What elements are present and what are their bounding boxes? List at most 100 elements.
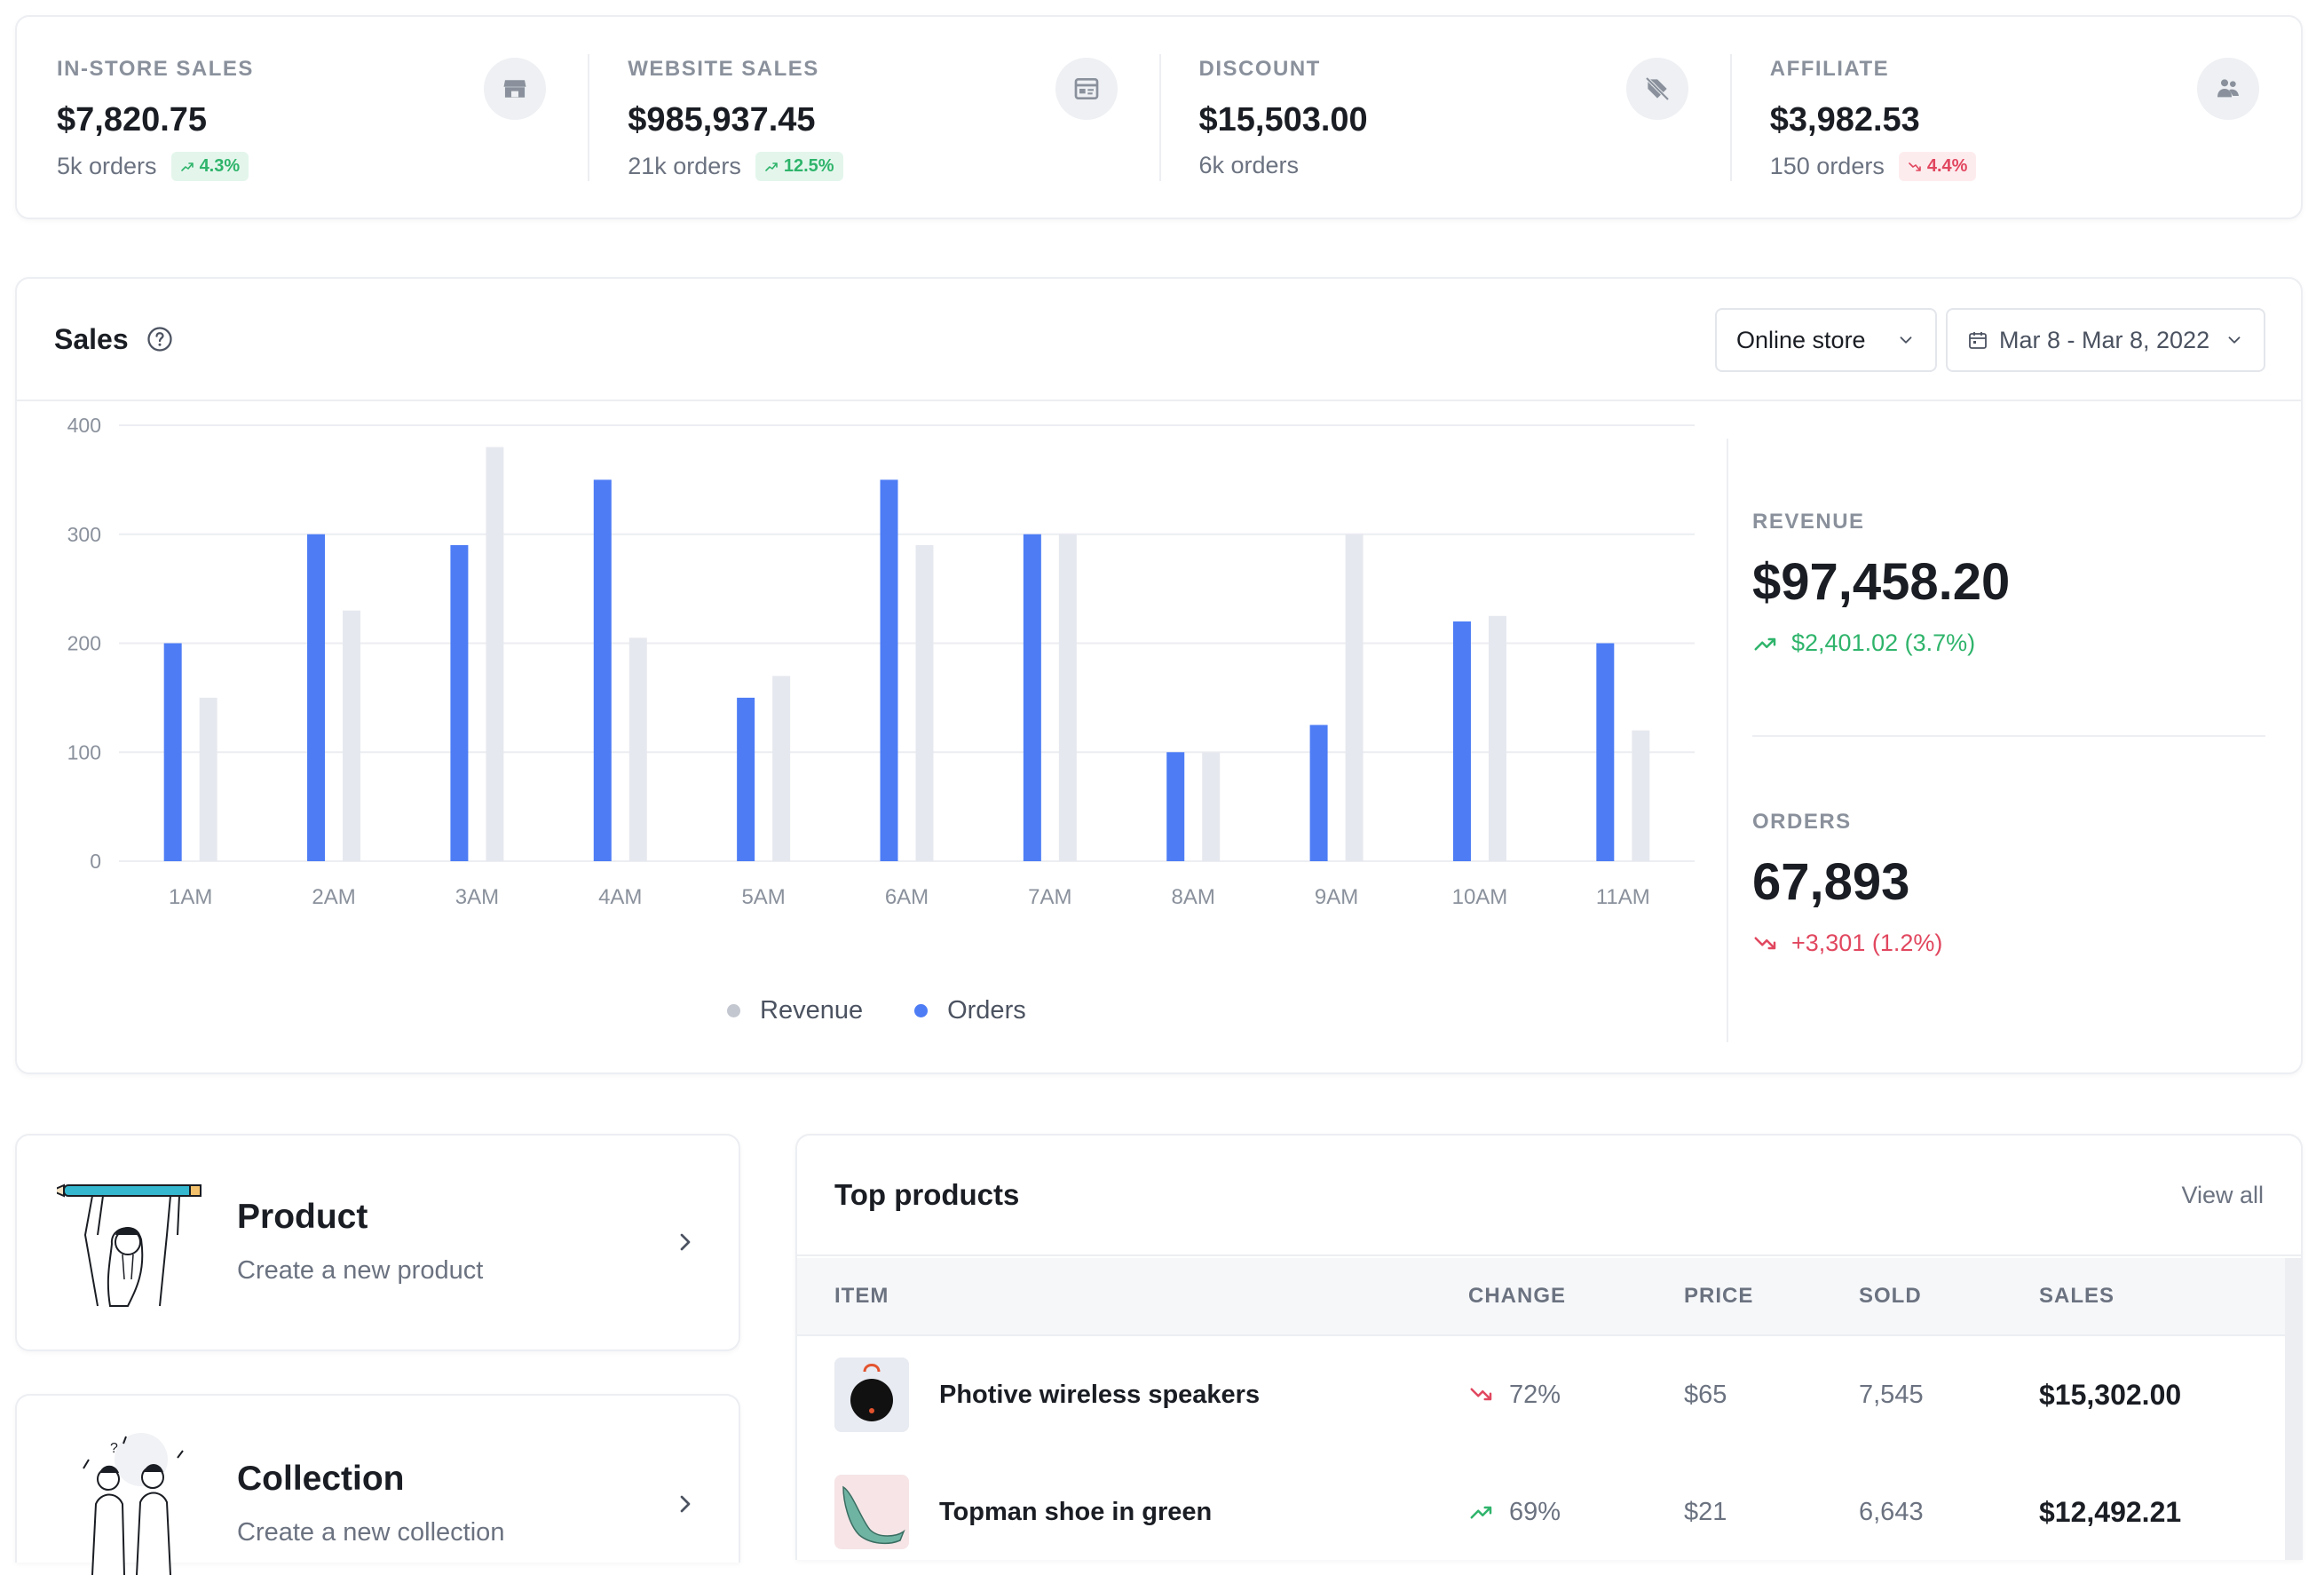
bar-orders xyxy=(880,479,898,861)
store-select-value: Online store xyxy=(1736,326,1866,353)
stat-value: $985,937.45 xyxy=(628,101,816,139)
stat-value: $7,820.75 xyxy=(57,101,208,139)
column-header-sold[interactable]: SOLD xyxy=(1859,1284,1922,1308)
trend-down-icon xyxy=(1909,162,1921,171)
action-subtitle: Create a new collection xyxy=(237,1518,505,1547)
action-subtitle: Create a new product xyxy=(237,1256,484,1285)
bar-revenue xyxy=(772,676,791,861)
top-products-title: Top products xyxy=(834,1178,1020,1211)
kpi-value: $97,458.20 xyxy=(1752,553,2011,611)
table-scrollbar[interactable] xyxy=(2285,1258,2301,1560)
y-tick-label: 200 xyxy=(67,632,101,655)
stat-in-store-sales: IN-STORE SALES $7,820.75 5k orders 4.3% xyxy=(17,17,588,218)
action-card-collection[interactable]: ? Collection Create a new collection xyxy=(15,1394,740,1575)
sales-title: Sales xyxy=(54,322,129,355)
trend-down-icon xyxy=(1754,937,1776,949)
stat-value: $3,982.53 xyxy=(1769,101,1920,139)
person-pencil-illustration xyxy=(57,1183,202,1307)
bar-revenue xyxy=(1202,752,1221,861)
product-sales: $12,492.21 xyxy=(2039,1495,2182,1528)
trend-down-icon xyxy=(1470,1388,1492,1401)
calendar-icon xyxy=(1969,332,1987,349)
chevron-right-icon[interactable] xyxy=(671,1490,700,1518)
store-icon xyxy=(484,58,547,120)
column-header-change[interactable]: CHANGE xyxy=(1468,1284,1567,1308)
kpi-orders: ORDERS 67,893 +3,301 (1.2%) xyxy=(1752,810,1942,957)
trend-up-icon xyxy=(1470,1506,1492,1519)
stat-label: IN-STORE SALES xyxy=(57,57,254,81)
stat-value: $15,503.00 xyxy=(1198,101,1368,139)
x-tick-label: 6AM xyxy=(885,885,929,909)
product-change: 69% xyxy=(1468,1498,1561,1527)
x-tick-label: 9AM xyxy=(1315,885,1358,909)
stat-change-badge: 4.4% xyxy=(1898,152,1977,181)
store-select[interactable]: Online store xyxy=(1715,308,1937,372)
stat-change-badge: 12.5% xyxy=(755,152,843,181)
y-tick-label: 0 xyxy=(90,850,101,873)
divider xyxy=(1752,735,2265,737)
trend-up-icon xyxy=(1754,637,1776,650)
legend-dot xyxy=(727,1004,740,1017)
chevron-down-icon xyxy=(1900,336,1912,344)
date-range-value: Mar 8 - Mar 8, 2022 xyxy=(1999,326,2210,353)
bar-revenue xyxy=(915,545,934,861)
product-sold: 7,545 xyxy=(1859,1380,1924,1409)
stat-orders: 21k orders xyxy=(628,153,741,179)
stat-orders: 150 orders xyxy=(1769,153,1885,179)
chevron-right-icon[interactable] xyxy=(671,1228,700,1256)
product-change: 72% xyxy=(1468,1381,1561,1410)
bar-orders xyxy=(307,534,326,861)
bar-orders xyxy=(1309,724,1328,861)
table-row[interactable]: Topman shoe in green 69% $21 6,643 $12,4… xyxy=(797,1453,2288,1560)
trend-up-icon xyxy=(765,162,778,171)
x-tick-label: 11AM xyxy=(1596,885,1650,909)
bar-revenue xyxy=(343,610,361,861)
column-header-price[interactable]: PRICE xyxy=(1684,1284,1754,1308)
product-thumbnail xyxy=(834,1475,909,1549)
bar-revenue xyxy=(1488,615,1506,861)
product-sold: 6,643 xyxy=(1859,1497,1924,1526)
stat-discount: DISCOUNT $15,503.00 6k orders xyxy=(1158,17,1730,218)
bar-orders xyxy=(593,479,612,861)
legend-item-revenue[interactable]: Revenue xyxy=(727,996,863,1025)
view-all-link[interactable]: View all xyxy=(2181,1181,2264,1208)
product-price: $21 xyxy=(1684,1497,1727,1526)
kpi-change: +3,301 (1.2%) xyxy=(1752,930,1942,957)
date-range-select[interactable]: Mar 8 - Mar 8, 2022 xyxy=(1946,308,2265,372)
table-row[interactable]: Photive wireless speakers 72% $65 7,545 … xyxy=(797,1336,2288,1453)
stat-change-badge: 4.3% xyxy=(170,152,249,181)
product-name: Topman shoe in green xyxy=(939,1497,1213,1526)
x-tick-label: 8AM xyxy=(1172,885,1215,909)
trend-up-icon xyxy=(180,162,194,171)
bar-revenue xyxy=(628,637,647,861)
action-title: Product xyxy=(237,1198,368,1236)
x-tick-label: 10AM xyxy=(1452,885,1508,909)
column-header-item[interactable]: ITEM xyxy=(834,1284,889,1308)
sales-header: Sales Online store Mar 8 - Mar 8, 2022 xyxy=(17,279,2301,401)
product-thumbnail xyxy=(834,1357,909,1432)
x-tick-label: 5AM xyxy=(741,885,785,909)
stat-label: DISCOUNT xyxy=(1198,57,1321,81)
stat-label: WEBSITE SALES xyxy=(628,57,819,81)
x-tick-label: 2AM xyxy=(312,885,355,909)
column-header-sales[interactable]: SALES xyxy=(2039,1284,2115,1308)
legend-item-orders[interactable]: Orders xyxy=(914,996,1026,1025)
kpi-label: ORDERS xyxy=(1752,810,1852,834)
product-price: $65 xyxy=(1684,1380,1727,1409)
svg-text:?: ? xyxy=(110,1441,118,1456)
bar-orders xyxy=(1596,643,1615,861)
x-tick-label: 1AM xyxy=(169,885,212,909)
stat-orders: 5k orders xyxy=(57,153,157,179)
bar-orders xyxy=(163,643,182,861)
x-tick-label: 4AM xyxy=(598,885,642,909)
bar-revenue xyxy=(486,447,504,861)
help-icon[interactable] xyxy=(146,326,173,352)
action-card-product[interactable]: Product Create a new product xyxy=(15,1134,740,1351)
bar-orders xyxy=(1023,534,1041,861)
people-group-illustration: ? xyxy=(83,1433,184,1575)
kpi-label: REVENUE xyxy=(1752,510,1865,534)
legend-label: Orders xyxy=(947,996,1026,1025)
bar-revenue xyxy=(1632,730,1650,861)
top-products-table: ITEM CHANGE PRICE SOLD SALES Photive wir… xyxy=(797,1258,2288,1560)
kpi-revenue: REVENUE $97,458.20 $2,401.02 (3.7%) xyxy=(1752,510,2010,657)
